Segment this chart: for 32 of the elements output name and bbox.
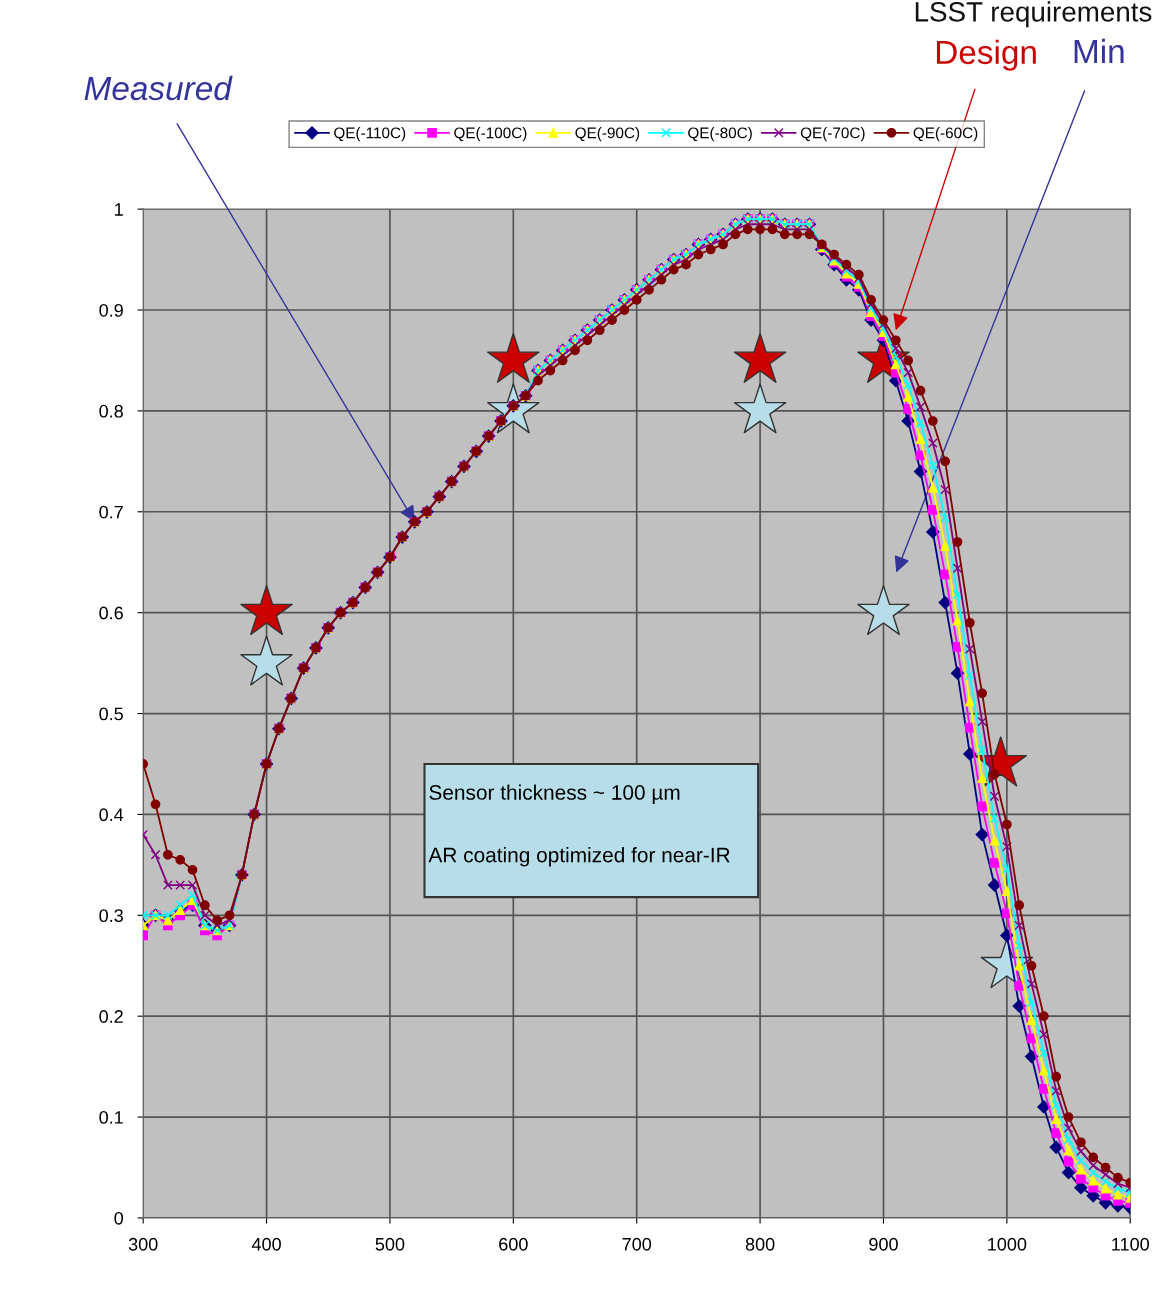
text: Min	[1074, 38, 1124, 64]
text: LSST requirements	[915, 1, 1152, 28]
y-tick-label: 0.1	[99, 1111, 123, 1124]
y-tick-label: 0	[114, 1211, 124, 1225]
legend-label: QE(-70C)	[800, 127, 865, 142]
x-tick-label: 900	[869, 1237, 898, 1251]
annotation: Sensor thickness ~ 100 µm	[429, 784, 680, 804]
legend-label: QE(-90C)	[575, 127, 640, 142]
x-tick-label: 1100	[1112, 1237, 1149, 1251]
y-tick-label: 0.2	[99, 1010, 123, 1023]
x-tick-label: 700	[622, 1237, 652, 1251]
legend-label: QE(-80C)	[688, 127, 752, 142]
x-tick-label: 300	[128, 1237, 158, 1251]
y-tick-label: 0.8	[99, 404, 123, 418]
x-tick-label: 1000	[988, 1237, 1027, 1251]
legend-label: QE(-100C)	[454, 127, 527, 142]
x-tick-label: 800	[745, 1237, 775, 1251]
y-tick-label: 0.5	[99, 707, 123, 721]
annotation: AR coating optimized for near-IR	[428, 847, 730, 867]
annotation: Measured	[84, 75, 233, 101]
x-tick-label: 600	[499, 1237, 528, 1251]
y-tick-label: 0.9	[99, 303, 123, 317]
y-tick-label: 0.7	[99, 505, 123, 519]
x-tick-label: 500	[375, 1237, 405, 1251]
annotation: Design	[936, 39, 1036, 71]
x-tick-label: 400	[251, 1237, 281, 1251]
legend-label: QE(-110C)	[334, 127, 406, 142]
y-tick-label: 0.6	[99, 606, 123, 620]
y-tick-label: 1	[115, 203, 123, 216]
legend-label: QE(-60C)	[913, 127, 978, 142]
y-tick-label: 0.4	[99, 808, 124, 822]
y-tick-label: 0.3	[99, 909, 123, 923]
